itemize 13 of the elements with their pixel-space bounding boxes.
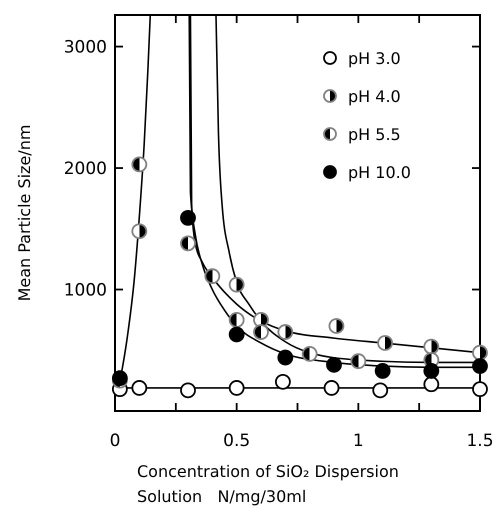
x-axis-title: Concentration of SiO₂ Dispersion Solution N/mg/30ml bbox=[137, 462, 399, 506]
x-tick-label: 1.5 bbox=[466, 431, 494, 451]
x-tick-label: 0 bbox=[110, 431, 120, 451]
x-tick-label: 0.5 bbox=[223, 431, 250, 451]
legend-label: pH 10.0 bbox=[348, 163, 411, 182]
legend-label: pH 3.0 bbox=[348, 49, 401, 68]
y-tick-label: 2000 bbox=[64, 159, 107, 180]
legend-label: pH 5.5 bbox=[348, 125, 401, 144]
x-tick-label: 1 bbox=[352, 431, 364, 451]
y-tick-label: 1000 bbox=[64, 280, 107, 301]
y-tick-label: 3000 bbox=[64, 38, 107, 58]
legend-label: pH 4.0 bbox=[348, 87, 401, 106]
y-axis-title: Mean Particle Size/nm bbox=[15, 124, 34, 302]
